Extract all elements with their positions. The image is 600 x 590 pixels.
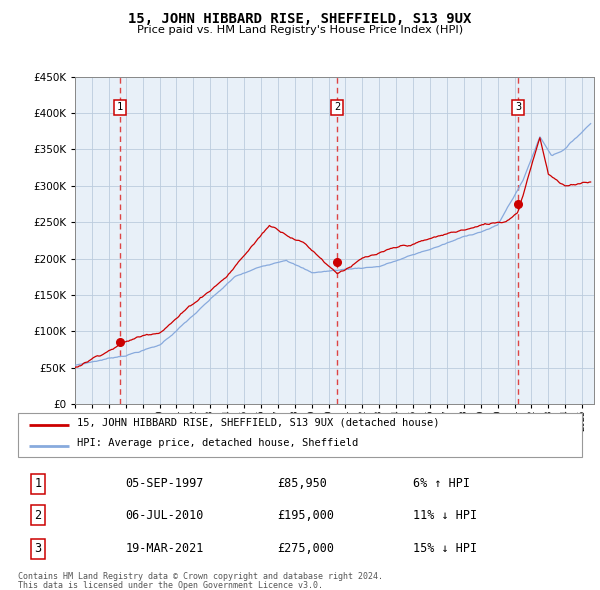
Text: Contains HM Land Registry data © Crown copyright and database right 2024.: Contains HM Land Registry data © Crown c…: [18, 572, 383, 581]
Text: This data is licensed under the Open Government Licence v3.0.: This data is licensed under the Open Gov…: [18, 581, 323, 589]
Text: 15% ↓ HPI: 15% ↓ HPI: [413, 542, 477, 555]
Text: £85,950: £85,950: [277, 477, 328, 490]
Text: 3: 3: [34, 542, 41, 555]
Text: 06-JUL-2010: 06-JUL-2010: [125, 509, 203, 522]
Text: 3: 3: [515, 102, 521, 112]
Text: Price paid vs. HM Land Registry's House Price Index (HPI): Price paid vs. HM Land Registry's House …: [137, 25, 463, 35]
Text: 6% ↑ HPI: 6% ↑ HPI: [413, 477, 470, 490]
Text: 15, JOHN HIBBARD RISE, SHEFFIELD, S13 9UX (detached house): 15, JOHN HIBBARD RISE, SHEFFIELD, S13 9U…: [77, 417, 440, 427]
Text: 2: 2: [334, 102, 340, 112]
Text: 15, JOHN HIBBARD RISE, SHEFFIELD, S13 9UX: 15, JOHN HIBBARD RISE, SHEFFIELD, S13 9U…: [128, 12, 472, 26]
Text: 2: 2: [34, 509, 41, 522]
FancyBboxPatch shape: [18, 413, 582, 457]
Text: £195,000: £195,000: [277, 509, 334, 522]
Text: 05-SEP-1997: 05-SEP-1997: [125, 477, 203, 490]
Text: 1: 1: [34, 477, 41, 490]
Text: HPI: Average price, detached house, Sheffield: HPI: Average price, detached house, Shef…: [77, 438, 358, 448]
Text: 1: 1: [117, 102, 123, 112]
Text: £275,000: £275,000: [277, 542, 334, 555]
Text: 19-MAR-2021: 19-MAR-2021: [125, 542, 203, 555]
Text: 11% ↓ HPI: 11% ↓ HPI: [413, 509, 477, 522]
